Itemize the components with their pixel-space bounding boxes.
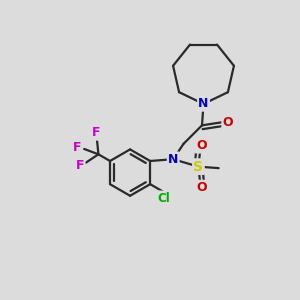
Text: Cl: Cl: [157, 192, 170, 205]
Text: F: F: [76, 159, 84, 172]
Text: S: S: [194, 160, 203, 174]
Text: F: F: [73, 141, 81, 154]
Text: N: N: [168, 153, 178, 166]
Text: F: F: [92, 126, 100, 140]
Text: N: N: [198, 98, 209, 110]
Text: O: O: [223, 116, 233, 129]
Text: O: O: [196, 181, 207, 194]
Text: O: O: [196, 139, 207, 152]
